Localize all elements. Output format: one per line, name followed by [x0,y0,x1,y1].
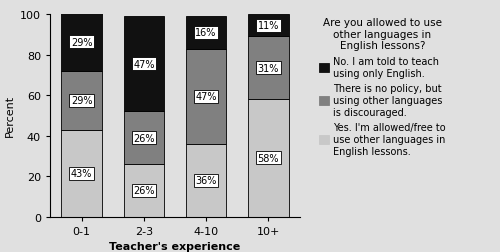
Bar [124,17,164,112]
Text: 43%: 43% [71,168,92,178]
Bar [248,100,288,217]
Bar [62,13,102,72]
Bar [186,49,226,144]
Text: 29%: 29% [71,96,92,106]
Bar [248,37,288,100]
Text: 26%: 26% [133,133,154,143]
Y-axis label: Percent: Percent [4,95,15,137]
Text: 31%: 31% [258,64,279,74]
Text: 16%: 16% [196,28,217,38]
Text: 58%: 58% [258,153,279,163]
Bar [186,17,226,49]
Text: 26%: 26% [133,185,154,196]
Text: 11%: 11% [258,21,279,31]
X-axis label: Teacher's experience: Teacher's experience [110,241,240,251]
Bar [62,72,102,130]
Text: 47%: 47% [133,59,154,70]
Text: 47%: 47% [196,92,217,102]
Text: 36%: 36% [196,175,217,185]
Text: 29%: 29% [71,37,92,47]
Bar [124,164,164,217]
Bar [186,144,226,217]
Bar [248,15,288,37]
Legend: No. I am told to teach
using only English., There is no policy, but
using other : No. I am told to teach using only Englis… [318,16,448,158]
Bar [124,112,164,164]
Bar [62,130,102,217]
